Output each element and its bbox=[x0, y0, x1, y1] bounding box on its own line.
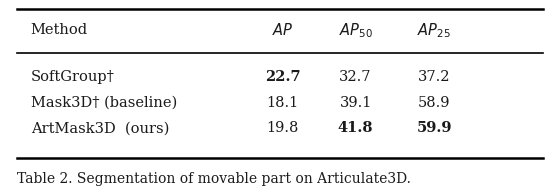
Text: 58.9: 58.9 bbox=[418, 96, 450, 110]
Text: Table 2. Segmentation of movable part on Articulate3D.: Table 2. Segmentation of movable part on… bbox=[17, 172, 410, 186]
Text: 32.7: 32.7 bbox=[339, 70, 372, 84]
Text: 19.8: 19.8 bbox=[267, 121, 299, 135]
Text: 37.2: 37.2 bbox=[418, 70, 450, 84]
Text: Mask3D† (baseline): Mask3D† (baseline) bbox=[31, 96, 177, 110]
Text: $AP_{50}$: $AP_{50}$ bbox=[339, 21, 372, 40]
Text: 41.8: 41.8 bbox=[338, 121, 374, 135]
Text: 18.1: 18.1 bbox=[267, 96, 299, 110]
Text: SoftGroup†: SoftGroup† bbox=[31, 70, 115, 84]
Text: 22.7: 22.7 bbox=[265, 70, 301, 84]
Text: Method: Method bbox=[31, 23, 88, 37]
Text: ArtMask3D  (ours): ArtMask3D (ours) bbox=[31, 121, 169, 135]
Text: $AP_{25}$: $AP_{25}$ bbox=[417, 21, 451, 40]
Text: 39.1: 39.1 bbox=[339, 96, 372, 110]
Text: 59.9: 59.9 bbox=[416, 121, 452, 135]
Text: $AP$: $AP$ bbox=[272, 22, 293, 38]
